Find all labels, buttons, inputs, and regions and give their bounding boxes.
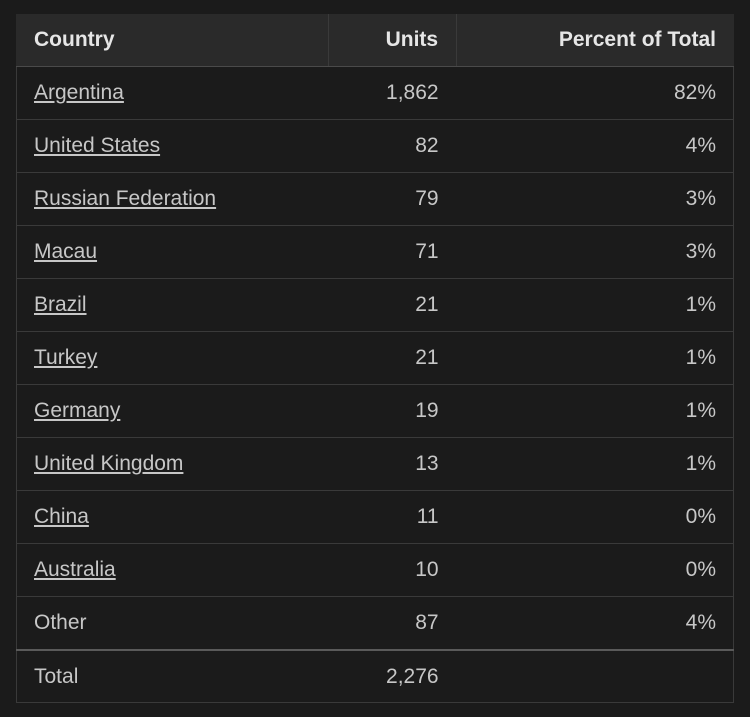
cell-percent: 82% — [457, 67, 734, 120]
country-link[interactable]: Turkey — [34, 346, 97, 369]
total-percent — [457, 650, 734, 703]
cell-country: China — [16, 491, 328, 544]
table-row: Other874% — [16, 597, 734, 651]
country-link[interactable]: Argentina — [34, 81, 124, 104]
cell-country: Brazil — [16, 279, 328, 332]
table-row: Turkey 211% — [16, 332, 734, 385]
col-header-units: Units — [328, 14, 456, 67]
country-units-table: Country Units Percent of Total Argentina… — [16, 14, 734, 703]
cell-units: 82 — [328, 120, 456, 173]
cell-percent: 0% — [457, 491, 734, 544]
table-header-row: Country Units Percent of Total — [16, 14, 734, 67]
cell-country: Russian Federation — [16, 173, 328, 226]
cell-percent: 3% — [457, 226, 734, 279]
cell-percent: 1% — [457, 332, 734, 385]
table-row: Macau 713% — [16, 226, 734, 279]
country-link[interactable]: Australia — [34, 558, 116, 581]
table-row: United Kingdom 131% — [16, 438, 734, 491]
country-link[interactable]: China — [34, 505, 89, 528]
cell-units: 19 — [328, 385, 456, 438]
cell-units: 79 — [328, 173, 456, 226]
cell-percent: 1% — [457, 279, 734, 332]
table-row: United States 824% — [16, 120, 734, 173]
cell-country: Germany — [16, 385, 328, 438]
country-link[interactable]: Russian Federation — [34, 187, 216, 210]
cell-units: 87 — [328, 597, 456, 651]
cell-country: Other — [16, 597, 328, 651]
cell-country: United States — [16, 120, 328, 173]
col-header-percent: Percent of Total — [457, 14, 734, 67]
total-units: 2,276 — [328, 650, 456, 703]
cell-units: 21 — [328, 332, 456, 385]
cell-units: 21 — [328, 279, 456, 332]
cell-units: 1,862 — [328, 67, 456, 120]
cell-country: Argentina — [16, 67, 328, 120]
table-row: Russian Federation 793% — [16, 173, 734, 226]
col-header-country: Country — [16, 14, 328, 67]
table-row: Germany 191% — [16, 385, 734, 438]
country-link[interactable]: Brazil — [34, 293, 87, 316]
cell-country: United Kingdom — [16, 438, 328, 491]
table-row: Australia 100% — [16, 544, 734, 597]
country-link[interactable]: United States — [34, 134, 160, 157]
country-link[interactable]: United Kingdom — [34, 452, 183, 475]
cell-units: 11 — [328, 491, 456, 544]
country-link[interactable]: Macau — [34, 240, 97, 263]
table-body: Argentina1,86282%United States824%Russia… — [16, 67, 734, 651]
country-link[interactable]: Germany — [34, 399, 120, 422]
cell-country: Turkey — [16, 332, 328, 385]
cell-percent: 4% — [457, 597, 734, 651]
cell-percent: 0% — [457, 544, 734, 597]
table-row: Argentina 1,86282% — [16, 67, 734, 120]
cell-country: Australia — [16, 544, 328, 597]
cell-units: 71 — [328, 226, 456, 279]
cell-percent: 1% — [457, 438, 734, 491]
table-row: China 110% — [16, 491, 734, 544]
cell-percent: 4% — [457, 120, 734, 173]
cell-percent: 1% — [457, 385, 734, 438]
cell-country: Macau — [16, 226, 328, 279]
total-label: Total — [16, 650, 328, 703]
table-total-row: Total 2,276 — [16, 650, 734, 703]
table-row: Brazil 211% — [16, 279, 734, 332]
cell-units: 10 — [328, 544, 456, 597]
cell-units: 13 — [328, 438, 456, 491]
cell-percent: 3% — [457, 173, 734, 226]
